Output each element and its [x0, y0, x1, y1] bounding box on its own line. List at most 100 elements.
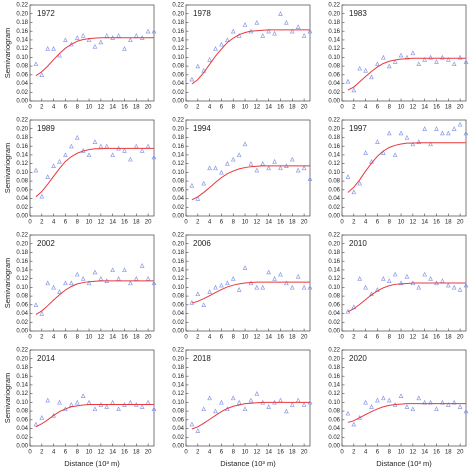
point [51, 412, 56, 418]
y-tick-label: 0.06 [16, 302, 28, 308]
point [151, 406, 157, 412]
point [357, 65, 363, 71]
point [457, 286, 463, 292]
y-tick-label: 0.00 [172, 444, 184, 450]
panel-title: 2002 [37, 239, 55, 248]
y-tick-label: 0.12 [328, 161, 340, 167]
point [295, 24, 301, 29]
y-tick-label: 0.16 [328, 374, 340, 380]
x-tick-label: 2 [352, 105, 356, 111]
point [307, 176, 313, 182]
point [224, 280, 230, 286]
x-tick-label: 14 [265, 105, 272, 111]
y-tick-label: 0.04 [172, 81, 184, 87]
y-tick-label: 0.12 [16, 161, 28, 167]
fit-curve [35, 147, 154, 198]
point [278, 271, 283, 277]
point [128, 280, 133, 286]
y-tick-label: 0.16 [328, 259, 340, 265]
y-tick-label: 0.12 [172, 276, 184, 282]
x-tick-label: 2 [352, 335, 356, 341]
x-tick-label: 14 [421, 105, 428, 111]
point [201, 302, 207, 307]
y-tick-label: 0.06 [16, 417, 28, 423]
x-tick-label: 4 [52, 450, 56, 456]
plot-frame [29, 234, 155, 332]
y-tick-label: 0.06 [172, 72, 184, 78]
y-tick-label: 0.12 [328, 391, 340, 397]
x-tick-label: 16 [121, 335, 128, 341]
point [98, 143, 104, 149]
x-tick-label: 18 [289, 220, 296, 226]
x-tick-label: 8 [232, 220, 236, 226]
point [68, 143, 74, 149]
x-tick-label: 10 [86, 335, 93, 341]
y-tick-label: 0.22 [16, 118, 28, 124]
point [80, 32, 86, 38]
x-tick-label: 16 [121, 450, 128, 456]
y-tick-label: 0.18 [172, 135, 184, 141]
y-tick-label: 0.08 [172, 179, 184, 185]
x-tick-label: 20 [145, 220, 152, 226]
point [128, 37, 133, 43]
y-tick-label: 0.20 [328, 11, 340, 17]
x-tick-label: 4 [52, 335, 56, 341]
y-tick-label: 0.18 [16, 365, 28, 371]
y-tick-label: 0.14 [16, 382, 28, 388]
point [242, 22, 248, 27]
x-tick-label: 18 [133, 105, 140, 111]
y-axis-label: Semivariogram [3, 28, 12, 78]
point [219, 282, 224, 288]
fit-curve [191, 29, 310, 85]
point [51, 163, 56, 168]
point [445, 282, 451, 288]
x-tick-label: 12 [254, 450, 261, 456]
y-tick-label: 0.12 [16, 46, 28, 52]
point [45, 280, 51, 286]
point [386, 63, 392, 69]
x-tick-label: 12 [410, 105, 417, 111]
point [51, 46, 56, 51]
point [363, 284, 368, 290]
x-tick-label: 6 [376, 220, 380, 226]
point [416, 284, 422, 290]
y-tick-label: 0.10 [172, 285, 184, 291]
y-tick-label: 0.06 [328, 72, 340, 78]
x-tick-label: 18 [445, 450, 452, 456]
point [110, 267, 116, 273]
y-tick-label: 0.02 [16, 205, 28, 211]
point [92, 269, 98, 275]
x-tick-label: 0 [28, 220, 32, 226]
point [80, 276, 86, 281]
point [295, 397, 301, 403]
y-tick-label: 0.20 [172, 126, 184, 132]
point [434, 126, 439, 131]
y-tick-label: 0.22 [172, 233, 184, 239]
x-tick-label: 12 [98, 105, 105, 111]
x-tick-label: 6 [376, 335, 380, 341]
y-tick-label: 0.20 [328, 241, 340, 247]
fit-curve [347, 403, 466, 423]
point [98, 39, 104, 45]
point [434, 406, 439, 412]
y-tick-label: 0.04 [16, 426, 28, 432]
point [266, 404, 272, 409]
point [392, 59, 398, 64]
x-tick-label: 12 [410, 335, 417, 341]
point [242, 406, 248, 412]
point [266, 269, 272, 275]
x-tick-label: 0 [28, 335, 32, 341]
x-tick-label: 20 [145, 105, 152, 111]
panel-title: 1997 [349, 124, 367, 133]
x-tick-label: 12 [254, 105, 261, 111]
point [201, 180, 207, 186]
point [260, 161, 266, 166]
y-tick-label: 0.22 [328, 233, 340, 239]
x-tick-label: 6 [64, 220, 68, 226]
x-tick-label: 20 [301, 450, 308, 456]
point [104, 32, 110, 38]
point [133, 143, 139, 149]
point [219, 41, 224, 47]
x-tick-label: 12 [410, 450, 417, 456]
x-tick-label: 14 [421, 220, 428, 226]
